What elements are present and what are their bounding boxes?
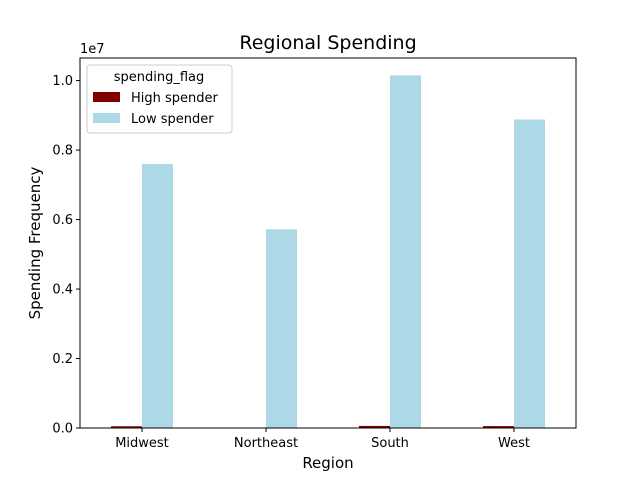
legend-title: spending_flag	[114, 70, 205, 85]
y-tick-label: 0.0	[52, 422, 73, 437]
y-tick-label: 0.6	[52, 213, 73, 228]
y-tick-label: 0.4	[52, 283, 73, 298]
bars-layer	[111, 75, 545, 429]
y-tick-label: 1.0	[52, 74, 73, 89]
bar-high-spender-west	[483, 426, 514, 428]
x-tick-label-south: South	[371, 436, 409, 451]
legend: spending_flag High spender Low spender	[86, 64, 233, 134]
y-tick-label: 0.8	[52, 144, 73, 159]
bar-low-spender-south	[390, 75, 421, 428]
x-tick-label-northeast: Northeast	[234, 436, 298, 451]
y-offset-label: 1e7	[80, 42, 105, 57]
bar-high-spender-south	[359, 425, 390, 428]
bar-low-spender-northeast	[266, 229, 297, 428]
x-ticks: Midwest Northeast South West	[115, 428, 530, 451]
bar-low-spender-midwest	[142, 163, 173, 428]
x-tick-label-midwest: Midwest	[115, 436, 169, 451]
legend-swatch-high-spender	[93, 92, 120, 102]
bar-high-spender-midwest	[111, 426, 142, 428]
legend-swatch-low-spender	[93, 113, 120, 123]
x-axis-label: Region	[302, 454, 353, 472]
legend-label-low-spender: Low spender	[131, 112, 214, 127]
y-ticks: 0.0 0.2 0.4 0.6 0.8 1.0	[52, 74, 80, 437]
y-axis-label: Spending Frequency	[26, 167, 44, 320]
plot-frame	[79, 57, 577, 429]
chart-title: Regional Spending	[239, 32, 416, 54]
bar-low-spender-west	[514, 119, 545, 429]
x-tick-label-west: West	[498, 436, 530, 451]
legend-label-high-spender: High spender	[131, 91, 219, 106]
y-tick-label: 0.2	[52, 352, 73, 367]
legend-frame	[86, 64, 233, 134]
